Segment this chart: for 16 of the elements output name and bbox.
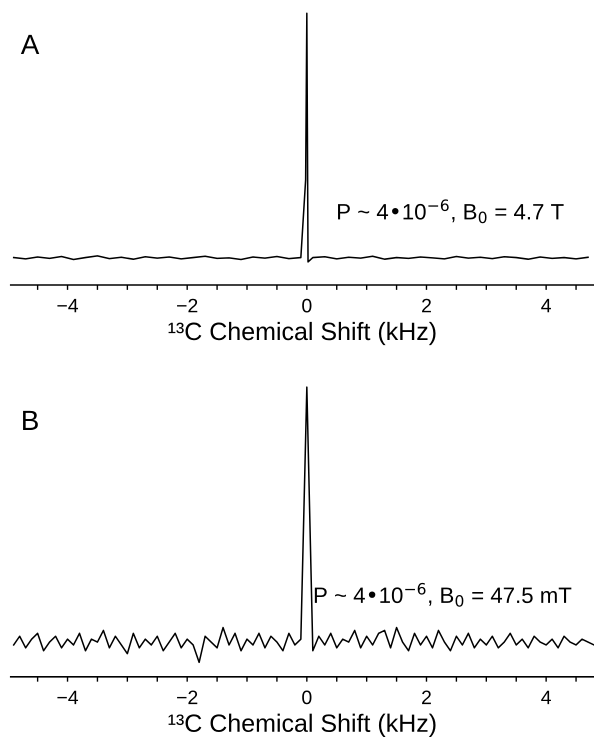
x-tick-label: 2 bbox=[422, 690, 431, 704]
x-axis-title: ¹³C Chemical Shift (kHz) bbox=[168, 322, 436, 346]
annotation: P ~ 4•10$^{−6}$, B$_{0}$ = 4.7 T bbox=[338, 199, 564, 224]
x-axis-title: ¹³C Chemical Shift (kHz) bbox=[168, 714, 436, 737]
text: B bbox=[23, 410, 38, 430]
x-tick-label: 0 bbox=[302, 298, 312, 312]
x-tick-label: −2 bbox=[177, 690, 198, 704]
x-tick-label: 4 bbox=[541, 690, 551, 704]
x-tick-label: −4 bbox=[57, 298, 78, 312]
x-tick-label: −4 bbox=[57, 690, 78, 704]
text: A bbox=[20, 34, 40, 54]
annotation: P ~ 4•10$^{−6}$, B$_{0}$ = 47.5 mT bbox=[314, 582, 572, 607]
x-tick-label: 4 bbox=[541, 298, 551, 312]
x-tick-label: 2 bbox=[422, 298, 431, 312]
x-tick-label: 0 bbox=[302, 690, 312, 704]
x-tick-label: −2 bbox=[177, 298, 198, 312]
